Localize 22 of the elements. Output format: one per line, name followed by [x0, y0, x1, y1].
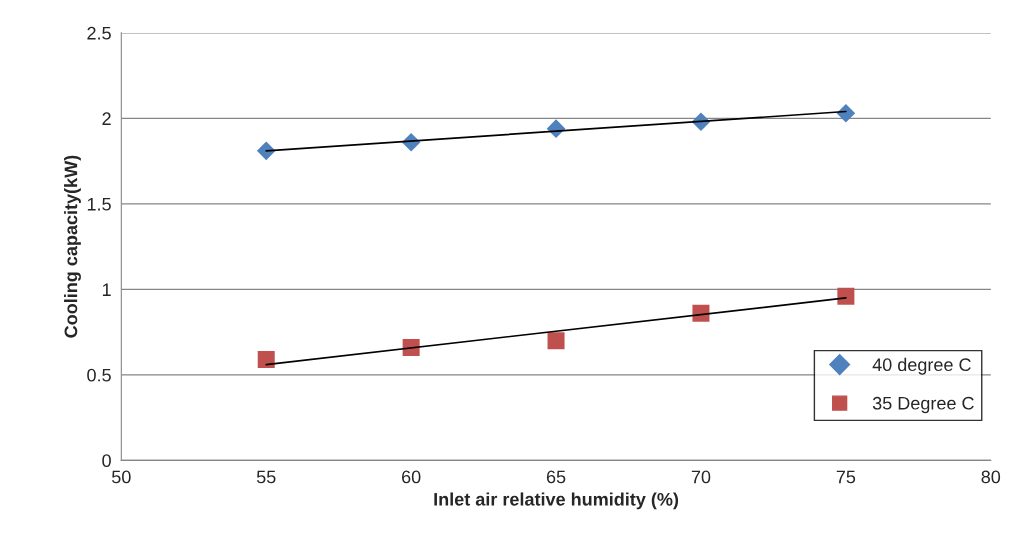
y-tick-label: 2.5 — [87, 26, 111, 40]
x-tick-label: 80 — [981, 470, 1001, 484]
y-tick-label: 0.5 — [87, 368, 111, 382]
point — [547, 332, 565, 350]
x-tick-label: 70 — [691, 470, 711, 484]
y-tick-label: 1 — [102, 283, 111, 296]
x-tick-label: 75 — [836, 470, 856, 484]
x-tick-label: 50 — [112, 470, 131, 484]
y-tick-label: 0 — [102, 454, 111, 468]
y-tick-label: 2 — [102, 112, 111, 125]
x-tick-label: 60 — [402, 470, 421, 484]
legend-label: 35 Degree C — [872, 396, 974, 414]
y-axis-title: Cooling capacity(kW) — [64, 155, 81, 338]
x-axis-title: Inlet air relative humidity (%) — [434, 492, 679, 510]
x-tick-label: 65 — [546, 470, 566, 484]
point — [692, 304, 710, 322]
point — [257, 350, 275, 368]
x-tick-label: 55 — [256, 470, 276, 484]
y-tick-label: 1.5 — [87, 197, 111, 211]
legend-label: 40 degree C — [872, 357, 971, 375]
point — [256, 141, 276, 161]
point — [837, 287, 855, 305]
